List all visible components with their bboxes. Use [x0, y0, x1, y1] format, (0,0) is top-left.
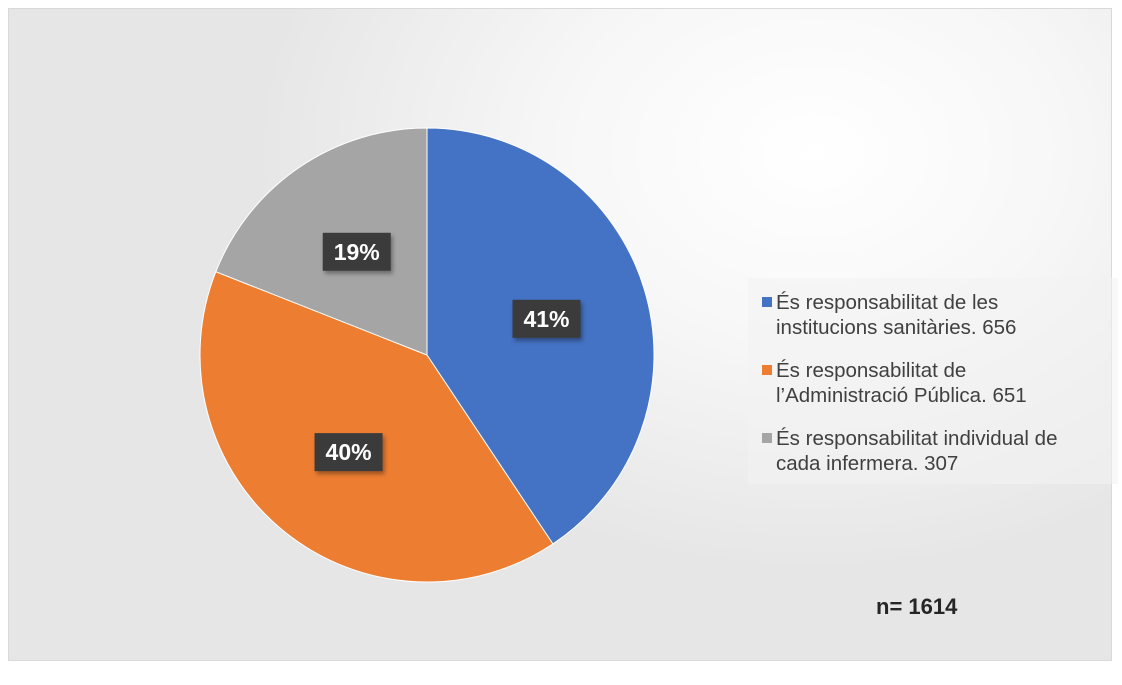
pie-label-box	[314, 433, 383, 472]
chart-legend: És responsabilitat de les institucions s…	[748, 278, 1118, 484]
legend-item-individual: És responsabilitat individual de cada in…	[762, 426, 1106, 476]
pie-label-institucions: 41%	[512, 299, 581, 338]
pie-label-text: 41%	[523, 306, 569, 332]
sample-size-annotation: n= 1614	[876, 594, 958, 619]
legend-item-institucions: És responsabilitat de les institucions s…	[762, 290, 1106, 340]
pie-label-text: 40%	[326, 439, 372, 465]
pie-label-individual: 19%	[322, 232, 391, 271]
legend-label-line2: institucions sanitàries. 656	[776, 316, 1017, 339]
legend-swatch-blue	[762, 297, 772, 307]
pie-label-administracio: 40%	[314, 433, 383, 472]
legend-label-line1: És responsabilitat de	[776, 359, 967, 382]
legend-label-line1: És responsabilitat individual de	[776, 427, 1058, 450]
legend-label-line1: És responsabilitat de les	[776, 291, 999, 314]
legend-label-line2: l’Administració Pública. 651	[776, 384, 1027, 407]
legend-item-administracio: És responsabilitat de l’Administració Pú…	[762, 358, 1106, 408]
pie-slice-administracio	[199, 271, 554, 583]
legend-label-line2: cada infermera. 307	[776, 452, 959, 475]
pie-label-text: 19%	[334, 239, 380, 265]
legend-swatch-gray	[762, 433, 772, 443]
pie-slice-individual	[215, 127, 428, 356]
pie-label-box	[322, 232, 391, 271]
legend-swatch-orange	[762, 365, 772, 375]
pie-label-box	[512, 299, 581, 338]
